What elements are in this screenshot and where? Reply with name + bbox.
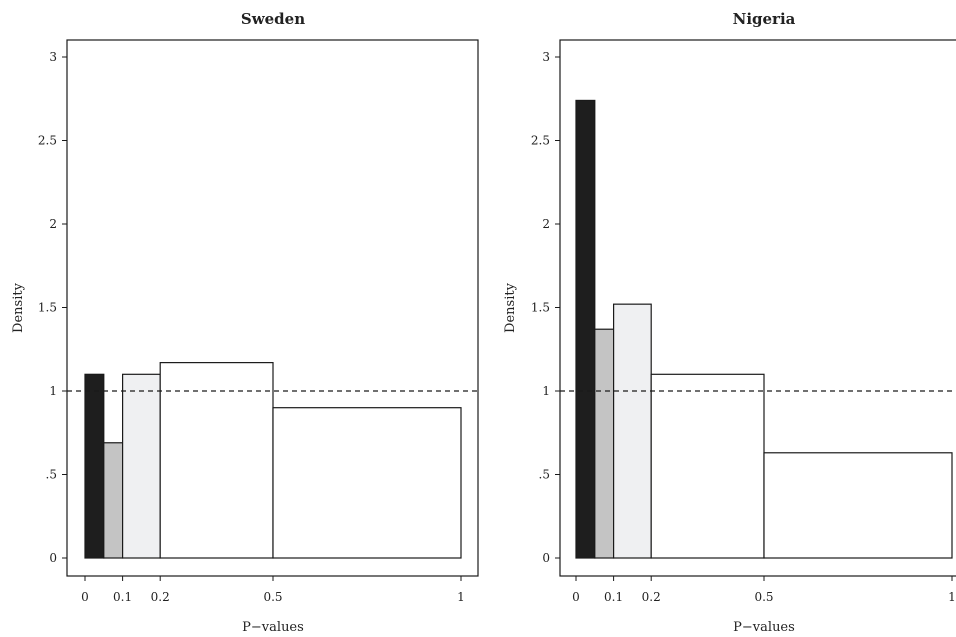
y-tick-label: 0: [542, 551, 550, 565]
y-tick-label: 2: [542, 217, 550, 231]
histogram-bar-0: [84, 373, 105, 559]
histogram-bar-3: [159, 362, 274, 559]
x-tick-label: 0.2: [151, 590, 170, 604]
y-tick-label: 1.5: [38, 301, 57, 315]
x-ticks-nigeria: 0 0.1 0.2 0.5 1: [572, 576, 956, 604]
histogram-bar-0: [575, 99, 596, 559]
y-ticks-sweden: 0 .5 1 1.5 2 2.5 3: [38, 50, 67, 565]
y-tick-label: 1.5: [531, 301, 550, 315]
y-tick-label: 3: [542, 50, 550, 64]
y-tick-label: 0: [49, 551, 57, 565]
x-tick-label: 0.1: [113, 590, 132, 604]
histogram-bar-4: [272, 407, 462, 559]
x-ticks-sweden: 0 0.1 0.2 0.5 1: [81, 576, 465, 604]
bars-sweden: [84, 362, 462, 559]
x-axis-label-nigeria: P−values: [733, 620, 795, 635]
histogram-bar-1: [103, 442, 124, 559]
x-tick-label: 1: [457, 590, 465, 604]
y-tick-label: 2.5: [531, 134, 550, 148]
x-tick-label: 0.1: [604, 590, 623, 604]
histogram-bar-2: [612, 303, 652, 559]
y-tick-label: 3: [49, 50, 57, 64]
panel-sweden: Sweden 0.511.522.53 0 0.1 0.2 0.5 1 Density …: [11, 10, 479, 635]
x-tick-label: 0.5: [754, 590, 773, 604]
x-tick-label: 0: [572, 590, 580, 604]
y-tick-label: .5: [46, 468, 57, 482]
histogram-bar-3: [650, 373, 765, 559]
panel-nigeria: Nigeria 0.511.522.53 0 0.1 0.2 0.5 1 Density…: [503, 10, 956, 635]
bars-nigeria: [575, 99, 953, 559]
y-tick-label: 2: [49, 217, 57, 231]
histogram-bar-1: [594, 328, 615, 559]
y-axis-label-nigeria: Density: [503, 282, 518, 333]
histogram-bar-2: [121, 373, 161, 559]
x-tick-label: 0: [81, 590, 89, 604]
y-tick-label: 1: [49, 384, 57, 398]
y-tick-label: 1: [542, 384, 550, 398]
x-tick-label: 0.2: [642, 590, 661, 604]
y-axis-label-sweden: Density: [11, 282, 26, 333]
panel-title-nigeria: Nigeria: [733, 10, 796, 28]
x-axis-label-sweden: P−values: [242, 620, 304, 635]
y-tick-label: .5: [539, 468, 550, 482]
x-tick-label: 0.5: [263, 590, 282, 604]
y-ticks-nigeria: 0 .5 1 1.5 2 2.5 3: [531, 50, 560, 565]
x-tick-label: 1: [948, 590, 956, 604]
histogram-bar-4: [763, 452, 953, 559]
panel-title-sweden: Sweden: [241, 10, 305, 28]
y-tick-label: 2.5: [38, 134, 57, 148]
